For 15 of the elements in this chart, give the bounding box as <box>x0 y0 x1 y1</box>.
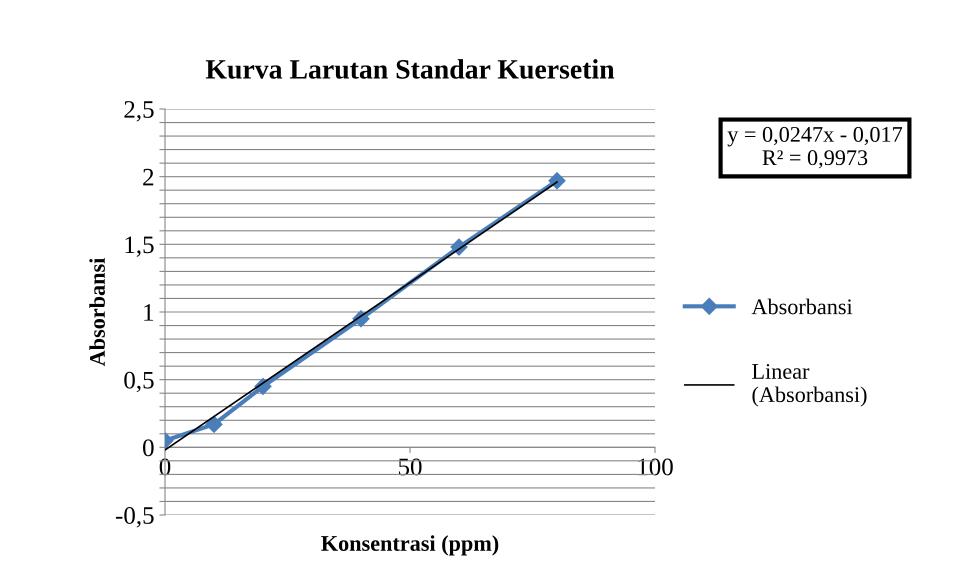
legend-label: Absorbansi <box>752 298 852 314</box>
point <box>205 416 223 433</box>
point <box>548 172 566 190</box>
text: y = 0,0247x - 0,017 R² = 0,9973 <box>728 126 902 168</box>
y-tick-label: 2,5 <box>124 101 154 122</box>
y-tick-label: 0,5 <box>124 372 154 392</box>
y-tick-label: -0,5 <box>116 507 154 528</box>
y-tick-label: 0 <box>143 439 154 456</box>
y-tick-label: 1,5 <box>126 236 154 257</box>
chart-title: Kurva Larutan Standar Kuersetin <box>206 59 614 79</box>
legend-label: Linear (Absorbansi) <box>752 364 867 407</box>
y-tick-label: 1 <box>144 304 154 321</box>
x-axis-title: Konsentrasi (ppm) <box>321 535 498 556</box>
y-tick-label: 2 <box>143 168 154 186</box>
y-axis-title: Absorbansi <box>89 258 105 366</box>
